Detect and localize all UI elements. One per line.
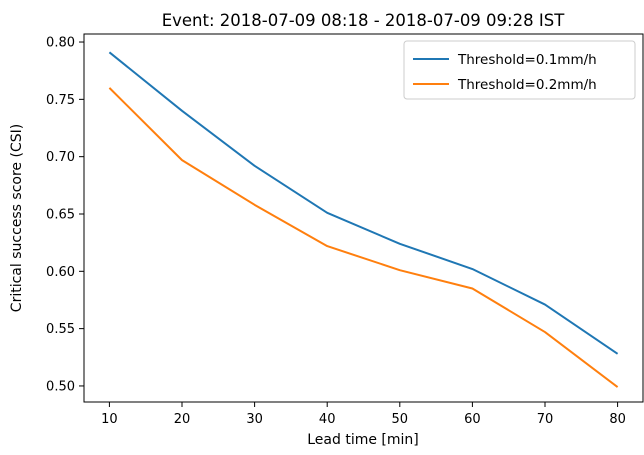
x-tick-label: 20	[174, 412, 191, 427]
x-tick-label: 30	[246, 412, 263, 427]
legend-box	[403, 40, 636, 100]
x-tick-label: 60	[464, 412, 481, 427]
y-tick-label: 0.70	[46, 150, 75, 165]
series-line-1	[108, 51, 619, 355]
legend: Threshold=0.1mm/h Threshold=0.2mm/h	[403, 40, 636, 100]
x-axis-ticks: 10 20 30 40 50 60 70 80	[101, 402, 626, 427]
legend-label-series-2: Threshold=0.2mm/h	[457, 77, 597, 93]
y-tick-label: 0.65	[46, 207, 75, 222]
plot-frame	[83, 33, 644, 403]
y-tick-label: 0.80	[46, 36, 75, 51]
chart-title: Event: 2018-07-09 08:18 - 2018-07-09 09:…	[162, 11, 565, 30]
x-axis-label: Lead time [min]	[307, 432, 419, 448]
y-axis-label: Critical success score (CSI)	[9, 124, 25, 312]
y-tick-label: 0.75	[46, 93, 75, 108]
x-tick-label: 40	[319, 412, 336, 427]
y-tick-label: 0.50	[46, 379, 75, 394]
legend-label-series-1: Threshold=0.1mm/h	[457, 52, 597, 68]
x-tick-label: 70	[537, 412, 554, 427]
series-line-2	[108, 87, 619, 388]
y-tick-label: 0.60	[46, 265, 75, 280]
y-tick-label: 0.55	[46, 322, 75, 337]
series-lines	[108, 51, 619, 388]
x-tick-label: 50	[392, 412, 409, 427]
x-tick-label: 80	[609, 412, 626, 427]
y-axis-ticks: 0.50 0.55 0.60 0.65 0.70 0.75 0.80	[46, 36, 84, 394]
x-tick-label: 10	[101, 412, 118, 427]
plot-area: 0.50 0.55 0.60 0.65 0.70 0.75 0.80 10 20 30 40 50 6…	[46, 33, 644, 427]
